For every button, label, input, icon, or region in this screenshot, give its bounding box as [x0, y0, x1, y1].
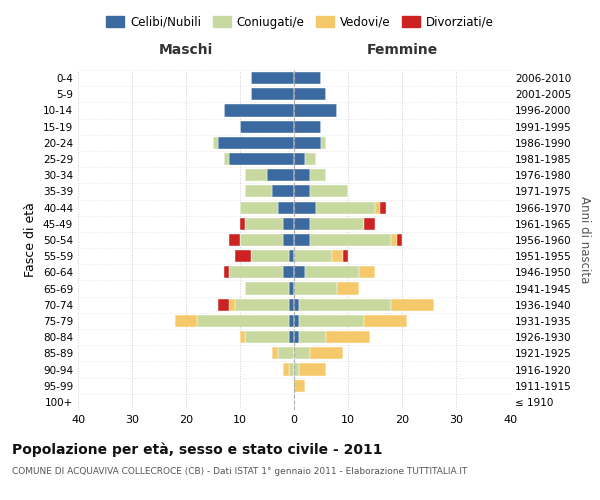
Bar [235, 250, 251, 262]
Bar [305, 153, 316, 165]
Bar [294, 88, 326, 101]
Bar [229, 234, 240, 246]
Bar [391, 234, 397, 246]
Bar [294, 186, 310, 198]
Text: COMUNE DI ACQUAVIVA COLLECROCE (CB) - Dati ISTAT 1° gennaio 2011 - Elaborazione : COMUNE DI ACQUAVIVA COLLECROCE (CB) - Da… [12, 468, 467, 476]
Bar [289, 298, 294, 311]
Bar [294, 153, 305, 165]
Bar [294, 282, 337, 294]
Bar [278, 202, 294, 213]
Bar [251, 88, 294, 101]
Bar [294, 169, 310, 181]
Bar [299, 298, 391, 311]
Bar [245, 218, 283, 230]
Bar [283, 234, 294, 246]
Bar [299, 364, 326, 376]
Bar [364, 218, 375, 230]
Bar [245, 169, 267, 181]
Bar [294, 298, 299, 311]
Bar [213, 137, 218, 149]
Bar [397, 234, 402, 246]
Bar [332, 250, 343, 262]
Bar [229, 153, 294, 165]
Y-axis label: Anni di nascita: Anni di nascita [578, 196, 591, 284]
Bar [294, 331, 299, 343]
Bar [224, 104, 294, 117]
Bar [245, 186, 272, 198]
Bar [240, 120, 294, 132]
Bar [289, 364, 294, 376]
Bar [240, 202, 278, 213]
Text: Femmine: Femmine [367, 43, 437, 57]
Bar [294, 380, 305, 392]
Bar [267, 169, 294, 181]
Bar [294, 266, 305, 278]
Bar [251, 250, 289, 262]
Bar [283, 218, 294, 230]
Bar [310, 169, 326, 181]
Bar [224, 266, 229, 278]
Bar [380, 202, 386, 213]
Text: Popolazione per età, sesso e stato civile - 2011: Popolazione per età, sesso e stato civil… [12, 442, 383, 457]
Bar [245, 282, 289, 294]
Bar [175, 315, 197, 327]
Y-axis label: Fasce di età: Fasce di età [25, 202, 37, 278]
Bar [391, 298, 434, 311]
Bar [294, 348, 310, 360]
Bar [294, 120, 321, 132]
Bar [294, 104, 337, 117]
Bar [283, 266, 294, 278]
Bar [245, 331, 289, 343]
Bar [310, 348, 343, 360]
Bar [289, 315, 294, 327]
Bar [305, 266, 359, 278]
Bar [294, 137, 321, 149]
Bar [294, 315, 299, 327]
Bar [251, 72, 294, 84]
Bar [289, 282, 294, 294]
Bar [218, 298, 229, 311]
Bar [229, 298, 235, 311]
Bar [299, 315, 364, 327]
Bar [235, 298, 289, 311]
Bar [364, 315, 407, 327]
Bar [197, 315, 289, 327]
Bar [224, 153, 229, 165]
Bar [310, 186, 348, 198]
Bar [316, 202, 375, 213]
Bar [343, 250, 348, 262]
Bar [289, 331, 294, 343]
Bar [337, 282, 359, 294]
Bar [289, 250, 294, 262]
Bar [321, 137, 326, 149]
Bar [294, 72, 321, 84]
Bar [272, 348, 278, 360]
Bar [326, 331, 370, 343]
Bar [240, 234, 283, 246]
Bar [375, 202, 380, 213]
Bar [294, 234, 310, 246]
Bar [294, 218, 310, 230]
Bar [359, 266, 375, 278]
Legend: Celibi/Nubili, Coniugati/e, Vedovi/e, Divorziati/e: Celibi/Nubili, Coniugati/e, Vedovi/e, Di… [101, 11, 499, 34]
Bar [272, 186, 294, 198]
Bar [310, 234, 391, 246]
Bar [299, 331, 326, 343]
Bar [294, 364, 299, 376]
Bar [240, 218, 245, 230]
Bar [229, 266, 283, 278]
Bar [310, 218, 364, 230]
Bar [240, 331, 245, 343]
Bar [294, 202, 316, 213]
Text: Maschi: Maschi [159, 43, 213, 57]
Bar [294, 250, 332, 262]
Bar [278, 348, 294, 360]
Bar [283, 364, 289, 376]
Bar [218, 137, 294, 149]
